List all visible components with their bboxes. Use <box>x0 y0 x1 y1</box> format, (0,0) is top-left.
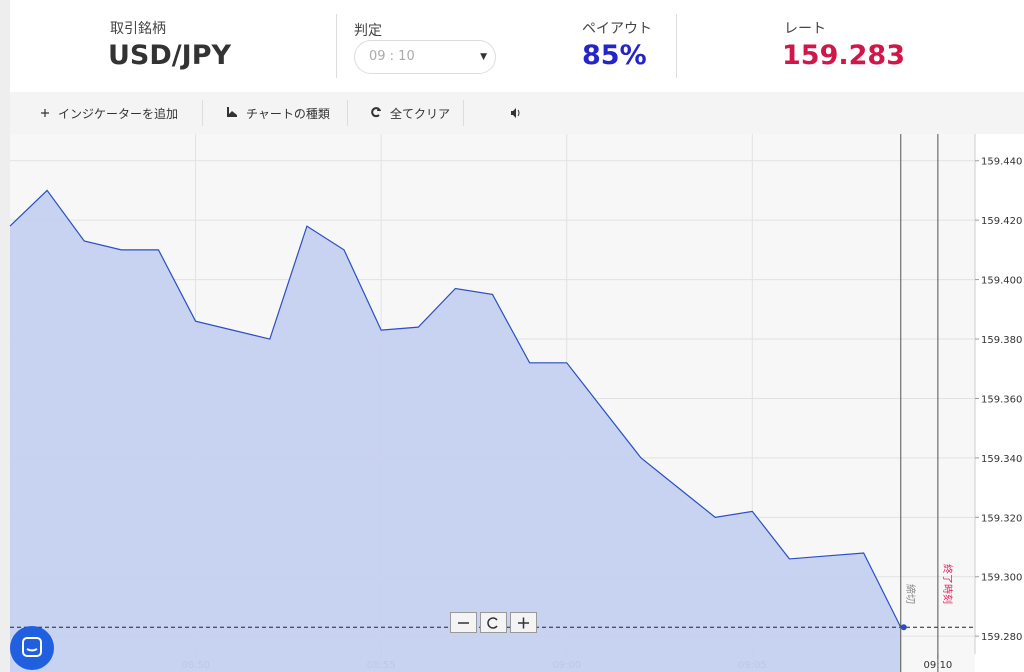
separator <box>463 100 464 126</box>
toolbar: インジケーターを追加 チャートの種類 全てクリア <box>10 92 1024 134</box>
axis-background <box>975 134 1024 672</box>
separator <box>676 14 677 78</box>
rate: 159.283 <box>782 40 905 71</box>
payout-label: ペイアウト <box>582 21 652 37</box>
judge-label: 判定 <box>354 23 382 39</box>
annotation-label: 締切 <box>904 584 917 604</box>
y-tick-label: 159.380 <box>981 335 1022 346</box>
plus-icon <box>41 109 49 117</box>
y-tick-label: 159.400 <box>981 276 1022 287</box>
clear-icon <box>371 107 381 118</box>
header: 取引銘柄 USD/JPY 判定 09 : 10 ▼ ペイアウト 85% レート 1… <box>10 0 1024 92</box>
y-tick-label: 159.280 <box>981 632 1022 643</box>
y-tick-label: 159.420 <box>981 216 1022 227</box>
symbol[interactable]: USD/JPY <box>108 40 232 71</box>
payout: 85% <box>582 40 647 71</box>
chart-icon <box>227 107 237 117</box>
judge-select[interactable]: 09 : 10 ▼ <box>354 40 496 74</box>
chat-button[interactable] <box>10 626 54 670</box>
sound-icon[interactable] <box>510 107 522 119</box>
clear-all[interactable]: 全てクリア <box>390 107 451 121</box>
separator <box>202 100 203 126</box>
area <box>10 190 901 672</box>
y-tick-label: 159.440 <box>981 157 1022 168</box>
y-tick-label: 159.320 <box>981 513 1022 524</box>
y-tick-label: 159.300 <box>981 573 1022 584</box>
chart-type[interactable]: チャートの種類 <box>246 107 330 121</box>
judge-time: 09 : 10 <box>369 49 415 64</box>
caret: ▼ <box>480 52 487 62</box>
line <box>9 189 902 628</box>
chart: 159.280 159.300 159.320 159.340 159.360 159.3… <box>9 134 1024 672</box>
zoom-reset[interactable] <box>480 612 507 633</box>
annotation-label: 終了時刻 <box>941 564 954 604</box>
rate-label: レート <box>784 21 826 37</box>
add-indicator[interactable]: インジケーターを追加 <box>58 107 179 121</box>
y-tick-label: 159.340 <box>981 454 1022 465</box>
current-point <box>900 624 907 631</box>
separator <box>347 100 348 126</box>
separator <box>336 14 337 78</box>
zoom-controls <box>450 612 537 633</box>
y-tick-label: 159.360 <box>981 394 1022 405</box>
symbol-label: 取引銘柄 <box>110 21 166 37</box>
